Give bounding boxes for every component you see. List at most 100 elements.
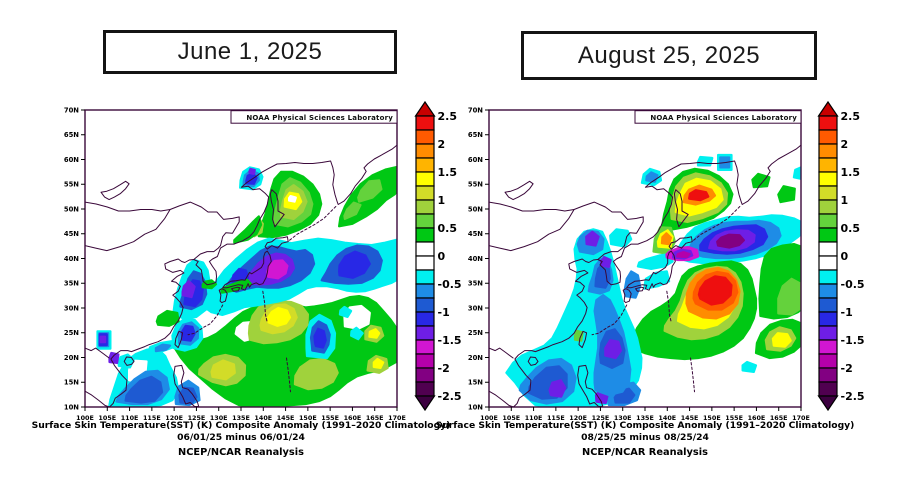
svg-text:130E: 130E	[210, 414, 228, 422]
svg-text:135E: 135E	[232, 414, 250, 422]
title-august-label: August 25, 2025	[577, 41, 761, 69]
svg-text:2: 2	[841, 138, 849, 151]
svg-text:130E: 130E	[614, 414, 632, 422]
caption-august-line1: Surface Skin Temperature(SST) (K) Compos…	[435, 420, 855, 431]
svg-text:45N: 45N	[468, 230, 483, 238]
svg-text:115E: 115E	[547, 414, 565, 422]
svg-text:140E: 140E	[254, 414, 272, 422]
svg-text:1: 1	[438, 194, 446, 207]
svg-text:120E: 120E	[569, 414, 587, 422]
colorbar-bottom-arrow	[817, 395, 839, 412]
colorbar-svg: 2.5 2 1.5 1 0.5 0 -0.5 -1 -1.5 -2 -2.5	[817, 100, 865, 412]
svg-text:65N: 65N	[64, 131, 79, 139]
svg-text:155E: 155E	[321, 414, 339, 422]
svg-text:1.5: 1.5	[841, 166, 861, 179]
svg-text:35N: 35N	[64, 280, 79, 288]
svg-text:15N: 15N	[468, 379, 483, 387]
credit-box	[634, 110, 802, 124]
svg-text:-0.5: -0.5	[841, 278, 865, 291]
colorbar-svg: 2.5 2 1.5 1 0.5 0 -0.5 -1 -1.5 -2 -2.5	[414, 100, 462, 412]
anomaly-field	[85, 144, 397, 407]
svg-text:10N: 10N	[64, 403, 79, 411]
svg-text:-0.5: -0.5	[438, 278, 462, 291]
svg-text:105E: 105E	[98, 414, 116, 422]
svg-text:55N: 55N	[468, 181, 483, 189]
credit-text: NOAA Physical Sciences Laboratory	[650, 114, 797, 122]
svg-text:0.5: 0.5	[841, 222, 861, 235]
svg-text:20N: 20N	[468, 354, 483, 362]
colorbar-top-arrow	[817, 100, 839, 117]
svg-text:165E: 165E	[366, 414, 384, 422]
anomaly-field	[489, 144, 801, 407]
svg-text:160E: 160E	[344, 414, 362, 422]
svg-text:-1: -1	[438, 306, 450, 319]
svg-text:25N: 25N	[468, 329, 483, 337]
svg-text:110E: 110E	[121, 414, 139, 422]
svg-text:145E: 145E	[277, 414, 295, 422]
map-svg: 70N 65N 60N 55N 50N 45N 40N 35N 30N 25N 20N 15N 10N 1…	[64, 106, 406, 422]
svg-text:160E: 160E	[748, 414, 766, 422]
svg-text:-1: -1	[841, 306, 853, 319]
svg-text:30N: 30N	[64, 304, 79, 312]
colorbar-bottom-arrow	[414, 395, 436, 412]
svg-text:100E: 100E	[76, 414, 94, 422]
svg-text:2.5: 2.5	[438, 110, 458, 123]
svg-text:170E: 170E	[792, 414, 810, 422]
svg-text:70N: 70N	[468, 106, 483, 114]
svg-text:60N: 60N	[468, 156, 483, 164]
svg-text:40N: 40N	[64, 255, 79, 263]
svg-text:15N: 15N	[64, 379, 79, 387]
svg-text:155E: 155E	[725, 414, 743, 422]
svg-text:25N: 25N	[64, 329, 79, 337]
credit-text: NOAA Physical Sciences Laboratory	[246, 114, 393, 122]
svg-text:10N: 10N	[468, 403, 483, 411]
caption-june-line2: 06/01/25 minus 06/01/24	[177, 432, 305, 443]
map-august: 70N 65N 60N 55N 50N 45N 40N 35N 30N 25N 20N 15N 10N 1…	[461, 104, 811, 434]
map-june: 70N 65N 60N 55N 50N 45N 40N 35N 30N 25N 20N 15N 10N 1…	[57, 104, 407, 434]
svg-text:150E: 150E	[299, 414, 317, 422]
svg-text:1: 1	[841, 194, 849, 207]
svg-text:40N: 40N	[468, 255, 483, 263]
svg-text:100E: 100E	[480, 414, 498, 422]
svg-text:145E: 145E	[681, 414, 699, 422]
svg-text:-2: -2	[841, 362, 853, 375]
svg-text:0: 0	[438, 250, 446, 263]
svg-text:125E: 125E	[592, 414, 610, 422]
svg-text:55N: 55N	[64, 181, 79, 189]
svg-text:-2: -2	[438, 362, 450, 375]
colorbar-august: 2.5 2 1.5 1 0.5 0 -0.5 -1 -1.5 -2 -2.5	[813, 100, 871, 420]
svg-text:-1.5: -1.5	[841, 334, 865, 347]
svg-text:0: 0	[841, 250, 849, 263]
svg-text:45N: 45N	[64, 230, 79, 238]
svg-text:60N: 60N	[64, 156, 79, 164]
svg-text:115E: 115E	[143, 414, 161, 422]
svg-text:125E: 125E	[188, 414, 206, 422]
colorbar-top-arrow	[414, 100, 436, 117]
credit-box	[230, 110, 398, 124]
svg-text:-2.5: -2.5	[438, 390, 462, 403]
caption-june-line1: Surface Skin Temperature(SST) (K) Compos…	[31, 420, 451, 431]
colorbar-june: 2.5 2 1.5 1 0.5 0 -0.5 -1 -1.5 -2 -2.5	[410, 100, 468, 420]
svg-text:2.5: 2.5	[841, 110, 861, 123]
svg-text:65N: 65N	[468, 131, 483, 139]
caption-august-line2: 08/25/25 minus 08/25/24	[581, 432, 709, 443]
svg-text:0.5: 0.5	[438, 222, 458, 235]
svg-text:35N: 35N	[468, 280, 483, 288]
svg-text:20N: 20N	[64, 354, 79, 362]
svg-text:2: 2	[438, 138, 446, 151]
caption-june-line3: NCEP/NCAR Reanalysis	[178, 447, 304, 458]
svg-text:-2.5: -2.5	[841, 390, 865, 403]
title-august: August 25, 2025	[521, 31, 817, 80]
svg-text:30N: 30N	[468, 304, 483, 312]
svg-text:50N: 50N	[468, 205, 483, 213]
title-june-label: June 1, 2025	[177, 38, 323, 65]
svg-text:70N: 70N	[64, 106, 79, 114]
svg-text:110E: 110E	[525, 414, 543, 422]
svg-text:135E: 135E	[636, 414, 654, 422]
svg-text:-1.5: -1.5	[438, 334, 462, 347]
svg-text:120E: 120E	[165, 414, 183, 422]
svg-text:105E: 105E	[502, 414, 520, 422]
caption-august-line3: NCEP/NCAR Reanalysis	[582, 447, 708, 458]
svg-text:170E: 170E	[388, 414, 406, 422]
svg-text:1.5: 1.5	[438, 166, 458, 179]
